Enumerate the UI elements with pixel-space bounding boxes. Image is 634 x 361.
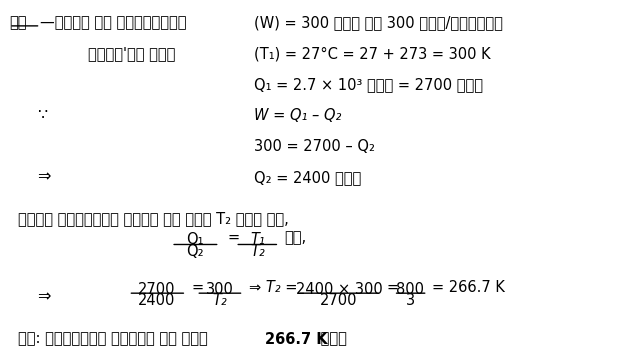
Text: हल: हल bbox=[9, 15, 27, 30]
Text: ∵: ∵ bbox=[37, 108, 48, 123]
Text: 3: 3 bbox=[406, 293, 415, 308]
Text: =: = bbox=[386, 280, 398, 295]
Text: =: = bbox=[228, 230, 240, 245]
Text: T₂: T₂ bbox=[250, 244, 264, 260]
Text: Q₁ = 2.7 × 10³ जूल = 2700 जूल: Q₁ = 2.7 × 10³ जूल = 2700 जूल bbox=[254, 77, 483, 92]
Text: माना हिमकारी कक्ष का ताप T₂ है। तब,: माना हिमकारी कक्ष का ताप T₂ है। तब, bbox=[18, 211, 289, 226]
Text: (T₁) = 27°C = 27 + 273 = 300 K: (T₁) = 27°C = 27 + 273 = 300 K bbox=[254, 46, 491, 61]
Text: 266.7 K: 266.7 K bbox=[266, 331, 328, 347]
Text: 2400 × 300: 2400 × 300 bbox=[295, 282, 382, 297]
Text: 2400: 2400 bbox=[138, 293, 176, 308]
Text: 2700: 2700 bbox=[138, 282, 176, 297]
Text: 2700: 2700 bbox=[320, 293, 358, 308]
Text: —मोटर की सामर्थ्य: —मोटर की सामर्थ्य bbox=[41, 15, 187, 30]
Text: 300: 300 bbox=[205, 282, 233, 297]
Text: T₂: T₂ bbox=[212, 293, 227, 308]
Text: से,: से, bbox=[284, 230, 306, 245]
Text: 300 = 2700 – Q₂: 300 = 2700 – Q₂ bbox=[254, 139, 375, 154]
Text: ⇒: ⇒ bbox=[37, 289, 51, 304]
Text: Q₁: Q₁ bbox=[186, 232, 204, 247]
Text: अत: हिमकारी कंक्ष का ताप: अत: हिमकारी कंक्ष का ताप bbox=[18, 331, 213, 347]
Text: ⇒ T₂ =: ⇒ T₂ = bbox=[249, 280, 297, 295]
Text: W = Q₁ – Q₂: W = Q₁ – Q₂ bbox=[254, 108, 342, 123]
Text: (W) = 300 वाट या 300 जूल/सेकण्ड: (W) = 300 वाट या 300 जूल/सेकण्ड bbox=[254, 15, 503, 30]
Text: =: = bbox=[191, 280, 204, 295]
Text: 800: 800 bbox=[396, 282, 424, 297]
Text: Q₂ = 2400 जूल: Q₂ = 2400 जूल bbox=[254, 170, 361, 185]
Text: है।: है। bbox=[316, 331, 347, 347]
Text: = 266.7 K: = 266.7 K bbox=[432, 280, 505, 295]
Text: ⇒: ⇒ bbox=[37, 170, 51, 185]
Text: T₁: T₁ bbox=[250, 232, 264, 247]
Text: कमरे'का ताप: कमरे'का ताप bbox=[87, 46, 175, 61]
Text: Q₂: Q₂ bbox=[186, 244, 204, 260]
